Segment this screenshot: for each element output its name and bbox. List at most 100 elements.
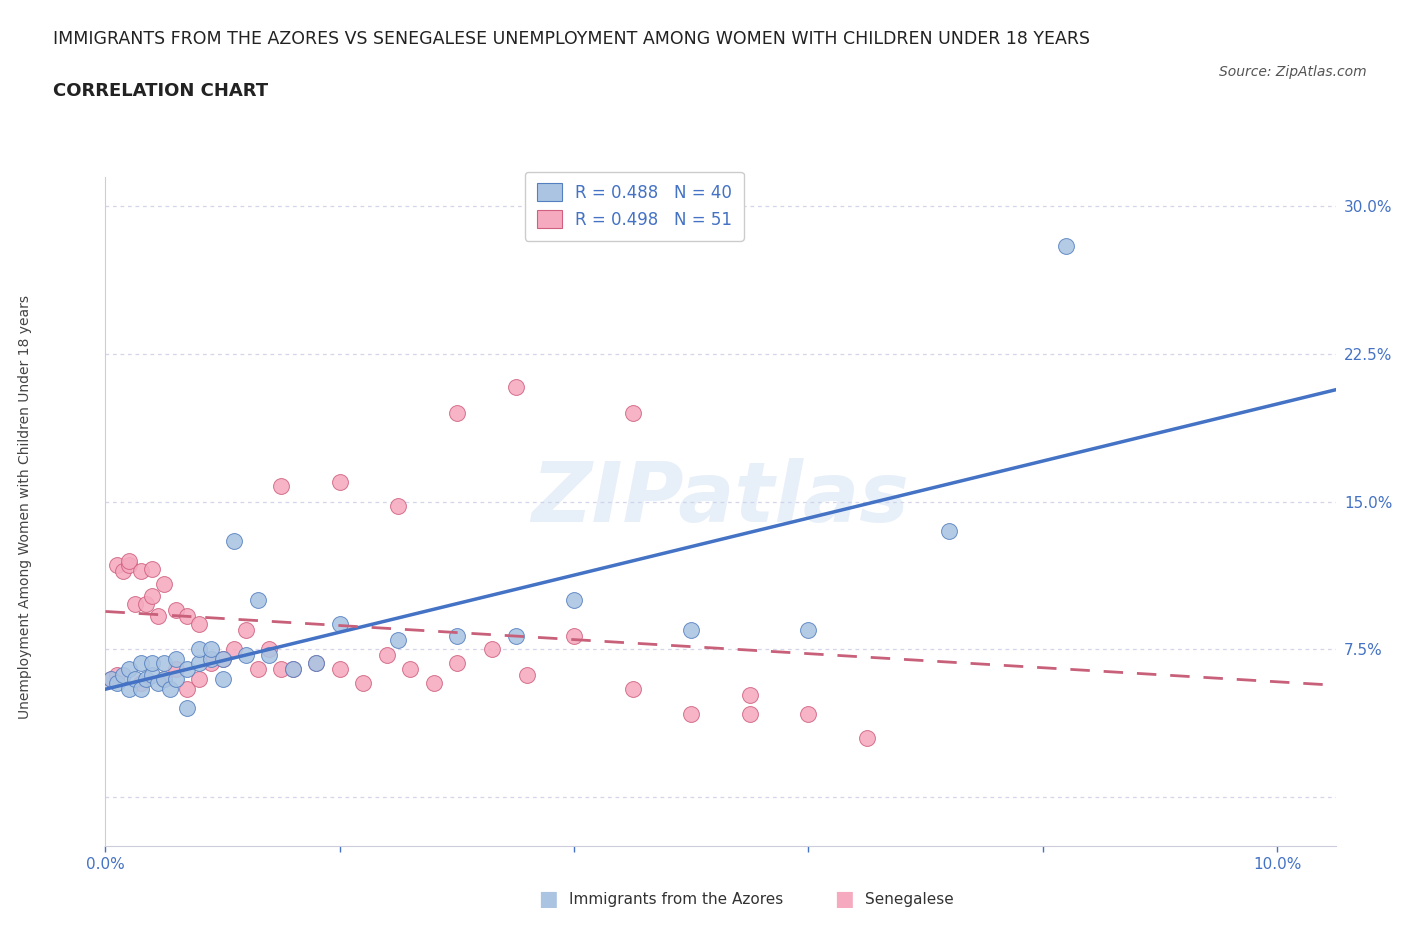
Point [211,652,233,667]
Point [270,478,292,493]
Point [224,642,246,657]
Point [165,661,187,676]
Point [621,682,644,697]
Point [246,661,269,676]
Point [112,564,135,578]
Point [118,682,141,697]
Point [856,731,879,746]
Point [562,592,585,607]
Text: CORRELATION CHART: CORRELATION CHART [53,82,269,100]
Text: Immigrants from the Azores: Immigrants from the Azores [569,892,783,907]
Point [387,498,409,513]
Point [141,589,163,604]
Point [105,557,128,572]
Point [738,707,761,722]
Point [235,622,257,637]
Point [100,671,122,686]
Point [270,661,292,676]
Point [387,632,409,647]
Point [153,577,176,591]
Point [281,661,304,676]
Text: ■: ■ [538,889,558,910]
Point [200,642,222,657]
Point [176,682,198,697]
Point [305,656,328,671]
Point [148,675,170,690]
Point [105,668,128,683]
Point [329,617,352,631]
Point [135,597,157,612]
Point [329,474,352,489]
Point [129,682,152,697]
Point [481,642,503,657]
Point [118,661,141,676]
Point [165,652,187,667]
Point [446,656,468,671]
Point [129,675,152,690]
Point [188,656,211,671]
Point [246,592,269,607]
Point [176,608,198,623]
Text: Senegalese: Senegalese [865,892,953,907]
Point [112,668,135,683]
Point [118,557,141,572]
Point [211,652,233,667]
Point [562,628,585,643]
Point [141,561,163,576]
Point [100,671,122,686]
Point [621,405,644,420]
Point [399,661,422,676]
Text: Unemployment Among Women with Children Under 18 years: Unemployment Among Women with Children U… [18,295,32,719]
Point [505,380,527,395]
Point [188,671,211,686]
Point [681,622,703,637]
Text: Source: ZipAtlas.com: Source: ZipAtlas.com [1219,65,1367,79]
Point [681,707,703,722]
Point [375,648,398,663]
Point [305,656,328,671]
Point [129,564,152,578]
Legend: R = 0.488   N = 40, R = 0.498   N = 51: R = 0.488 N = 40, R = 0.498 N = 51 [524,172,744,241]
Point [516,668,538,683]
Point [153,671,176,686]
Point [200,652,222,667]
Point [118,553,141,568]
Point [148,608,170,623]
Point [124,671,146,686]
Point [165,603,187,618]
Point [235,648,257,663]
Point [446,405,468,420]
Point [200,656,222,671]
Point [446,628,468,643]
Point [505,628,527,643]
Point [124,597,146,612]
Point [211,671,233,686]
Point [259,642,281,657]
Point [224,534,246,549]
Text: IMMIGRANTS FROM THE AZORES VS SENEGALESE UNEMPLOYMENT AMONG WOMEN WITH CHILDREN : IMMIGRANTS FROM THE AZORES VS SENEGALESE… [53,30,1091,47]
Point [141,656,163,671]
Point [422,675,444,690]
Point [797,707,820,722]
Point [259,648,281,663]
Point [1054,238,1077,253]
Point [153,671,176,686]
Point [153,656,176,671]
Point [329,661,352,676]
Point [135,671,157,686]
Point [188,642,211,657]
Point [129,656,152,671]
Point [352,675,374,690]
Point [797,622,820,637]
Point [141,668,163,683]
Point [165,671,187,686]
Text: ■: ■ [834,889,853,910]
Point [738,687,761,702]
Point [188,617,211,631]
Point [938,524,960,538]
Point [159,682,181,697]
Point [281,661,304,676]
Point [105,675,128,690]
Point [176,661,198,676]
Point [176,701,198,716]
